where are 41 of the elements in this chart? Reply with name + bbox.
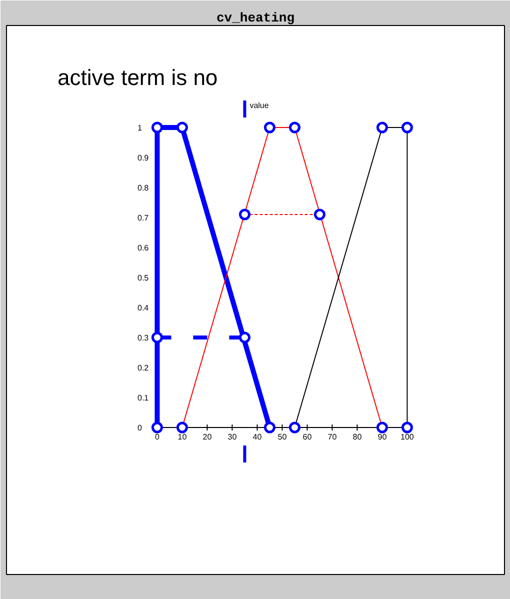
point — [264, 122, 276, 134]
x-tick-label: 10 — [178, 432, 188, 442]
point — [264, 422, 276, 434]
y-tick-label: 0.1 — [138, 394, 150, 402]
point — [238, 332, 250, 344]
y-tick-label: 0.9 — [138, 154, 150, 162]
point — [401, 122, 413, 134]
x-tick-label: 0 — [154, 432, 160, 442]
y-tick-label: 0.2 — [138, 364, 150, 372]
point — [238, 208, 250, 220]
y-tick-label: 0.6 — [138, 244, 150, 252]
point — [151, 122, 163, 134]
x-tick-label: 20 — [202, 432, 212, 442]
chart-subtitle: active term is no — [58, 65, 218, 90]
point — [376, 122, 388, 134]
x-tick-label: 100 — [400, 432, 414, 442]
x-tick-label: 40 — [252, 432, 262, 442]
point — [176, 422, 188, 434]
point — [288, 422, 300, 434]
point — [288, 122, 300, 134]
x-tick-label: 50 — [278, 432, 288, 442]
y-tick-label: 0.3 — [138, 334, 150, 342]
y-tick-label: 1 — [138, 124, 142, 132]
y-tick-label: 0.5 — [138, 274, 150, 282]
point — [376, 422, 388, 434]
y-tick-label: 0.7 — [138, 214, 150, 222]
point — [151, 422, 163, 434]
x-tick-label: 90 — [378, 432, 388, 442]
point — [176, 122, 188, 134]
ref-line-label: value — [250, 101, 270, 110]
point — [151, 332, 163, 344]
chart-title: cv_heating — [216, 10, 295, 26]
x-tick-label: 60 — [302, 432, 312, 442]
point — [401, 422, 413, 434]
y-tick-label: 0 — [138, 424, 142, 432]
x-tick-label: 70 — [328, 432, 338, 442]
point — [314, 208, 326, 220]
x-tick-label: 30 — [228, 432, 238, 442]
x-tick-label: 80 — [352, 432, 362, 442]
y-tick-label: 0.4 — [138, 304, 150, 312]
y-tick-label: 0.8 — [138, 184, 150, 192]
